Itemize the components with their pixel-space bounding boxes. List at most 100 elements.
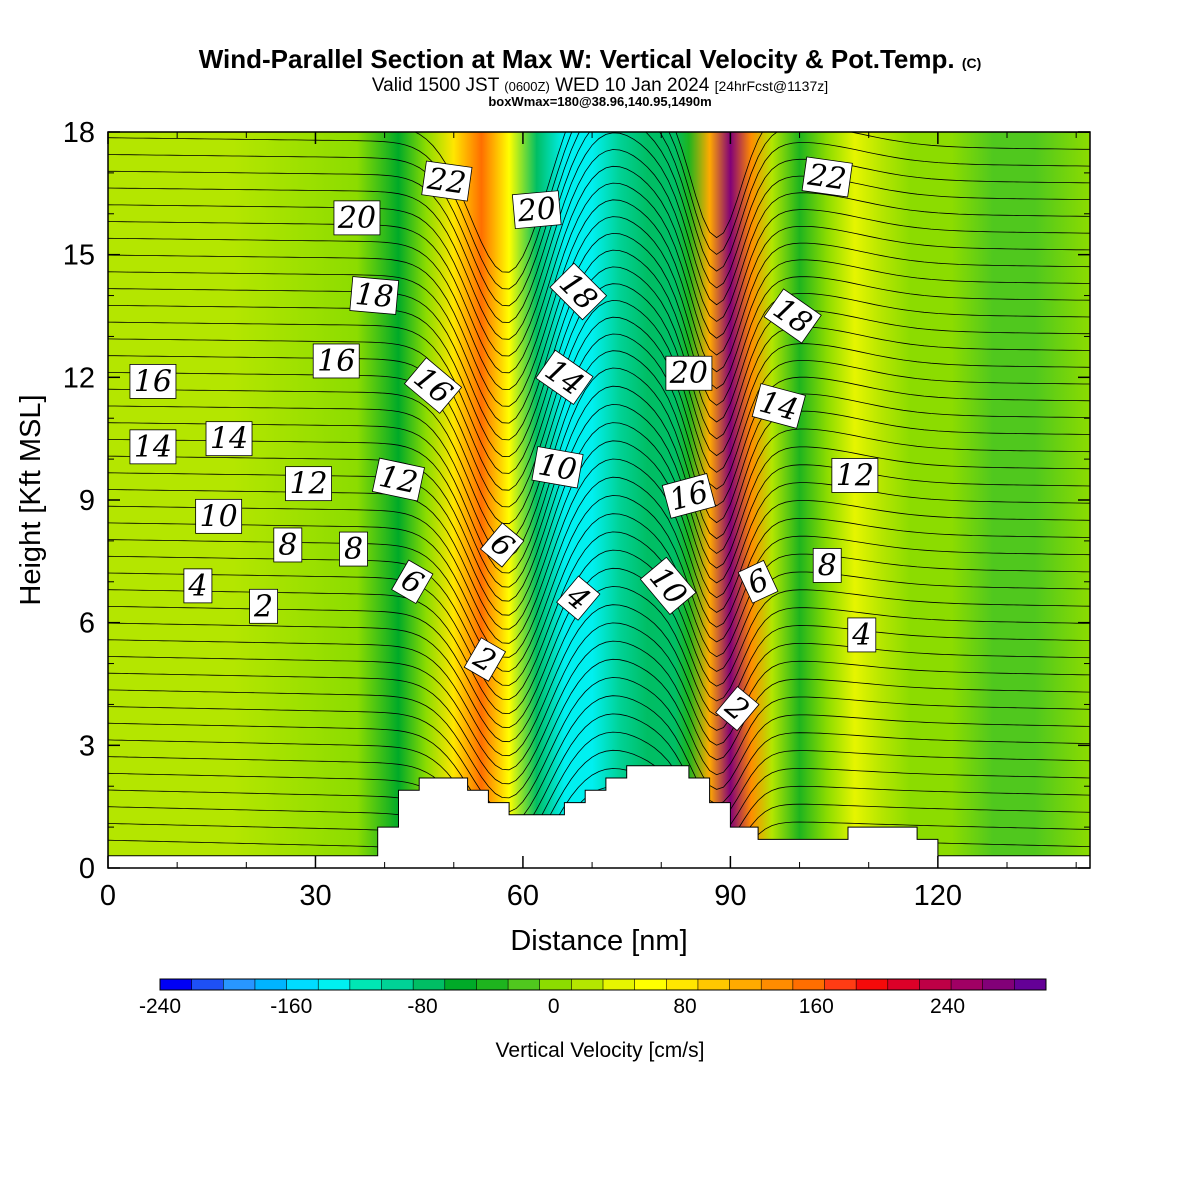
plot-area xyxy=(108,132,1090,868)
svg-text:14: 14 xyxy=(210,422,248,457)
theta-contour-line xyxy=(108,149,1090,357)
colorbar-swatch xyxy=(634,979,667,990)
svg-text:4: 4 xyxy=(851,618,871,653)
theta-contour-line xyxy=(108,299,1090,508)
colorbar-tick-label: -80 xyxy=(407,995,437,1018)
x-tick-label: 0 xyxy=(100,880,116,912)
colorbar-swatch xyxy=(254,979,287,990)
svg-text:20: 20 xyxy=(515,191,557,229)
theta-contour-line xyxy=(108,695,1090,827)
theta-contour-line xyxy=(108,476,1090,658)
theta-contour-line xyxy=(108,232,1090,441)
theta-label: 4 xyxy=(847,617,877,653)
colorbar-swatch xyxy=(666,979,699,990)
colorbar-swatch xyxy=(729,979,762,990)
colorbar-swatch xyxy=(286,979,319,990)
theta-contour-line xyxy=(108,622,1090,771)
theta-contour-line xyxy=(108,350,1090,558)
colorbar-swatch xyxy=(318,979,351,990)
svg-text:22: 22 xyxy=(424,161,468,201)
y-tick-label: 12 xyxy=(63,362,95,394)
svg-text:22: 22 xyxy=(805,157,849,197)
svg-text:10: 10 xyxy=(536,447,580,488)
theta-contour-line xyxy=(108,495,1090,672)
colorbar-tick-label: 240 xyxy=(930,995,965,1018)
theta-label: 2 xyxy=(249,588,278,624)
theta-contour-line xyxy=(108,422,1090,616)
theta-contour-line xyxy=(108,586,1090,743)
svg-text:8: 8 xyxy=(818,548,837,583)
svg-text:12: 12 xyxy=(289,467,327,502)
y-axis-label: Height [Kft MSL] xyxy=(15,394,47,605)
svg-text:8: 8 xyxy=(344,532,363,567)
theta-contour-line xyxy=(108,749,1090,868)
svg-text:16: 16 xyxy=(134,364,172,399)
x-tick-label: 30 xyxy=(299,880,331,912)
colorbar-swatch xyxy=(951,979,984,990)
theta-contour-line xyxy=(108,249,1090,458)
svg-text:2: 2 xyxy=(253,589,273,624)
theta-contour-line xyxy=(108,333,1090,541)
theta-contour-line xyxy=(108,132,1090,340)
theta-contour-line xyxy=(108,132,1090,307)
theta-label: 8 xyxy=(273,527,303,563)
colorbar-swatch xyxy=(476,979,509,990)
theta-label: 22 xyxy=(801,156,853,198)
theta-label: 22 xyxy=(421,160,473,202)
colorbar-label: Vertical Velocity [cm/s] xyxy=(496,1039,705,1062)
colorbar-swatch xyxy=(887,979,920,990)
potential-temperature-contours xyxy=(108,132,1090,868)
theta-label: 14 xyxy=(129,429,177,465)
axes: 0 30 60 90 120 0 3 6 9 12 15 18 xyxy=(63,117,1090,912)
colorbar-swatch xyxy=(603,979,635,990)
theta-contour-line xyxy=(108,440,1090,630)
theta-contour-line xyxy=(108,132,1090,290)
chart-title: Wind-Parallel Section at Max W: Vertical… xyxy=(199,44,982,74)
theta-contour-line xyxy=(108,132,1090,323)
theta-contour-line xyxy=(108,531,1090,700)
theta-contour-line xyxy=(108,316,1090,525)
colorbar-tick-label: 160 xyxy=(799,995,834,1018)
theta-label: 10 xyxy=(531,446,584,489)
colorbar-tick-label: -240 xyxy=(139,995,181,1018)
colorbar-swatch xyxy=(919,979,952,990)
x-tick-label: 120 xyxy=(914,880,962,912)
theta-contour-line xyxy=(108,731,1090,855)
terrain xyxy=(108,765,1090,868)
theta-label: 12 xyxy=(371,457,425,502)
theta-label: 8 xyxy=(339,531,368,567)
theta-contour-line xyxy=(108,216,1090,424)
x-tick-label: 90 xyxy=(714,880,746,912)
theta-contour-line xyxy=(108,713,1090,841)
colorbar-swatch xyxy=(413,979,446,990)
theta-contour-line xyxy=(108,786,1090,868)
x-tick-label: 60 xyxy=(507,880,539,912)
svg-text:20: 20 xyxy=(669,356,708,391)
colorbar-swatch xyxy=(761,979,794,990)
theta-label: 14 xyxy=(205,421,253,457)
colorbar-swatch xyxy=(1014,979,1047,990)
colorbar-swatch xyxy=(191,979,224,990)
svg-text:14: 14 xyxy=(134,430,172,465)
svg-text:12: 12 xyxy=(376,459,421,501)
theta-label: 4 xyxy=(183,568,213,604)
chart-subtitle: Valid 1500 JST (0600Z) WED 10 Jan 2024 [… xyxy=(372,75,828,96)
colorbar-swatch xyxy=(223,979,256,990)
colorbar-swatch xyxy=(982,979,1015,990)
y-tick-label: 6 xyxy=(79,608,95,640)
y-tick-label: 9 xyxy=(79,485,95,517)
colorbar-swatch xyxy=(381,979,414,990)
theta-label: 16 xyxy=(129,364,177,399)
svg-text:12: 12 xyxy=(836,458,874,493)
y-tick-label: 0 xyxy=(79,853,95,885)
colorbar-swatch xyxy=(160,979,192,990)
theta-contour-line xyxy=(108,266,1090,474)
svg-text:8: 8 xyxy=(278,528,297,563)
svg-text:10: 10 xyxy=(200,499,238,534)
theta-contour-line xyxy=(108,640,1090,785)
theta-label: 8 xyxy=(812,548,842,583)
theta-label: 20 xyxy=(511,190,562,229)
theta-contour-line xyxy=(108,165,1090,374)
